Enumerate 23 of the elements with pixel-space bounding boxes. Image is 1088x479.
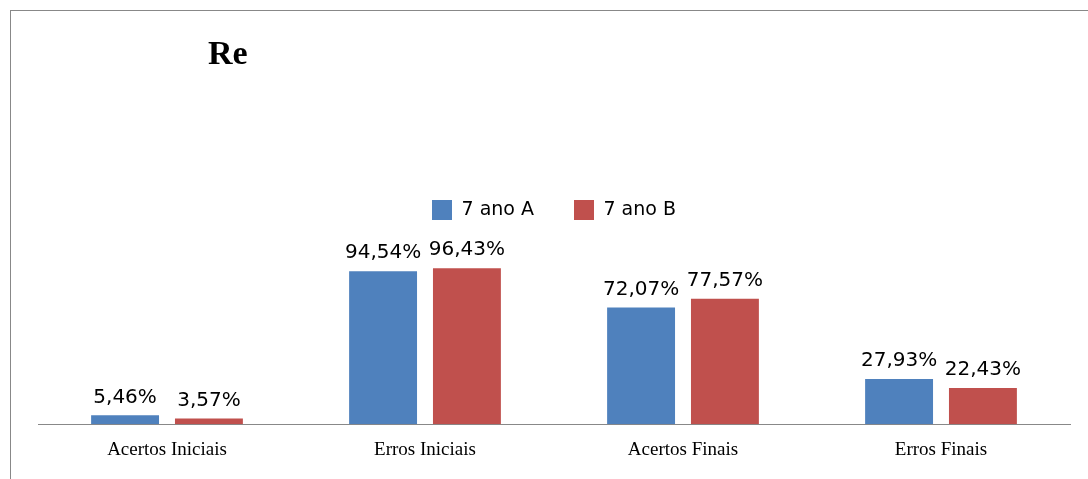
data-label: 5,46% (93, 383, 157, 408)
data-label: 22,43% (944, 356, 1022, 381)
x-tick-label: Erros Iniciais (374, 437, 476, 459)
bar (607, 307, 676, 425)
bar (948, 387, 1017, 425)
chart-title: Re (208, 34, 248, 72)
data-label: 72,07% (602, 275, 680, 300)
x-tick-label: Acertos Finais (627, 437, 739, 459)
data-label: 3,57% (177, 386, 241, 411)
x-tick-label: Erros Finais (894, 437, 988, 459)
data-label: 77,57% (686, 266, 764, 291)
x-tick-label: Acertos Iniciais (107, 437, 227, 459)
data-label: 94,54% (344, 239, 422, 264)
bar (91, 415, 160, 425)
legend-label: 7 ano B (603, 196, 676, 219)
bar (690, 298, 759, 425)
bar (349, 271, 418, 425)
bar (174, 418, 243, 425)
bar (865, 379, 934, 425)
bar (432, 268, 501, 425)
data-label: 27,93% (860, 347, 938, 372)
legend-label: 7 ano A (461, 196, 534, 219)
data-label: 96,43% (428, 236, 506, 261)
